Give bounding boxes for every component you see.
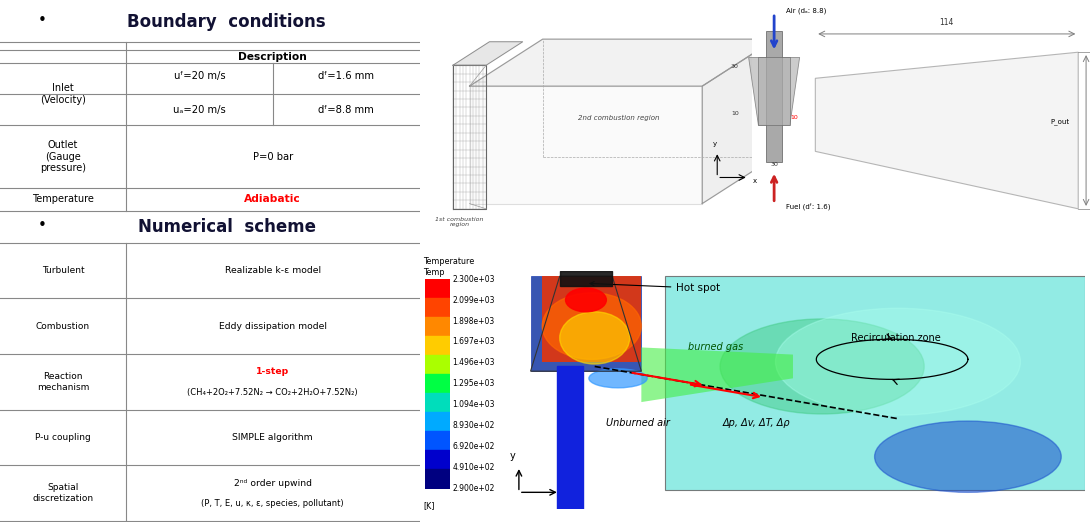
Text: Combustion: Combustion — [36, 322, 90, 331]
Text: 2.300e+03: 2.300e+03 — [452, 275, 495, 284]
Text: 30: 30 — [771, 162, 778, 167]
Text: P-u coupling: P-u coupling — [35, 433, 90, 442]
Ellipse shape — [542, 293, 641, 359]
Text: y: y — [713, 141, 717, 147]
Polygon shape — [641, 348, 794, 402]
Text: Eddy dissipation model: Eddy dissipation model — [219, 322, 327, 331]
Text: 1.094e+03: 1.094e+03 — [452, 400, 495, 409]
Text: Air (dₐ: 8.8): Air (dₐ: 8.8) — [786, 7, 826, 14]
Text: uₐ=20 m/s: uₐ=20 m/s — [173, 104, 226, 115]
Polygon shape — [531, 276, 641, 371]
Polygon shape — [665, 276, 1085, 490]
Text: Δp, Δv, ΔT, Δρ: Δp, Δv, ΔT, Δρ — [723, 418, 790, 428]
Text: 2nd combustion region: 2nd combustion region — [579, 114, 659, 121]
Text: 2.099e+03: 2.099e+03 — [452, 295, 495, 305]
Text: Spatial
discretization: Spatial discretization — [33, 483, 94, 503]
Text: y: y — [510, 452, 516, 461]
Text: 1.295e+03: 1.295e+03 — [452, 379, 495, 388]
Text: Temperature: Temperature — [32, 194, 94, 205]
Text: Recirculation zone: Recirculation zone — [851, 333, 941, 343]
Text: 2ⁿᵈ order upwind: 2ⁿᵈ order upwind — [233, 479, 312, 488]
Ellipse shape — [566, 288, 606, 312]
Text: 30: 30 — [731, 64, 739, 69]
Text: 4.910e+02: 4.910e+02 — [452, 462, 495, 472]
Polygon shape — [542, 276, 641, 362]
Ellipse shape — [775, 309, 1020, 415]
Polygon shape — [749, 57, 800, 125]
Text: Description: Description — [239, 52, 307, 62]
Polygon shape — [702, 39, 775, 204]
Text: 1.697e+03: 1.697e+03 — [452, 337, 495, 347]
Text: 8.930e+02: 8.930e+02 — [452, 421, 495, 430]
Text: P=0 bar: P=0 bar — [253, 151, 293, 162]
Text: 10: 10 — [731, 111, 739, 116]
Text: (CH₄+2O₂+7.52N₂ → CO₂+2H₂O+7.52N₂): (CH₄+2O₂+7.52N₂ → CO₂+2H₂O+7.52N₂) — [187, 388, 359, 397]
Text: Boundary  conditions: Boundary conditions — [128, 13, 326, 31]
Text: 1st combustion
region: 1st combustion region — [435, 217, 484, 228]
Text: uᶠ=20 m/s: uᶠ=20 m/s — [173, 70, 226, 81]
Text: Adiabatic: Adiabatic — [244, 194, 301, 205]
Polygon shape — [815, 52, 1078, 209]
Ellipse shape — [560, 312, 630, 364]
Polygon shape — [470, 39, 775, 86]
Ellipse shape — [589, 369, 647, 388]
Text: burned gas: burned gas — [688, 342, 743, 352]
Text: (P, T, E, u, κ, ε, species, pollutant): (P, T, E, u, κ, ε, species, pollutant) — [202, 499, 344, 508]
Text: x: x — [752, 177, 756, 184]
Text: dᶠ=1.6 mm: dᶠ=1.6 mm — [318, 70, 374, 81]
Text: 1-step: 1-step — [256, 367, 290, 376]
Text: 114: 114 — [940, 18, 954, 27]
Text: Unburned air: Unburned air — [606, 418, 670, 428]
Text: 1.898e+03: 1.898e+03 — [452, 316, 495, 326]
Text: 1.496e+03: 1.496e+03 — [452, 358, 495, 367]
Ellipse shape — [874, 421, 1062, 492]
Bar — [766, 31, 782, 162]
Text: Outlet
(Gauge
pressure): Outlet (Gauge pressure) — [40, 140, 86, 173]
Text: Temperature
Temp: Temperature Temp — [423, 257, 474, 277]
Text: Hot spot: Hot spot — [590, 281, 720, 293]
Bar — [560, 271, 613, 286]
Text: Numerical  scheme: Numerical scheme — [137, 218, 316, 235]
Text: SIMPLE algorithm: SIMPLE algorithm — [232, 433, 313, 442]
Ellipse shape — [720, 319, 924, 414]
Text: 6.920e+02: 6.920e+02 — [452, 442, 495, 451]
Text: P_out: P_out — [1051, 118, 1070, 125]
Text: •: • — [37, 218, 47, 233]
Polygon shape — [453, 42, 523, 65]
Bar — [557, 366, 583, 509]
Bar — [759, 57, 790, 125]
Text: •: • — [37, 13, 47, 28]
Text: Realizable k-ε model: Realizable k-ε model — [225, 266, 320, 275]
Text: 10: 10 — [790, 115, 798, 120]
Text: Turbulent: Turbulent — [41, 266, 84, 275]
Bar — [470, 86, 702, 204]
Text: Inlet
(Velocity): Inlet (Velocity) — [40, 83, 86, 105]
Text: 2.900e+02: 2.900e+02 — [452, 483, 495, 493]
Text: x: x — [566, 497, 571, 507]
Text: Fuel (dᶠ: 1.6): Fuel (dᶠ: 1.6) — [786, 203, 831, 210]
Text: dᶠ=8.8 mm: dᶠ=8.8 mm — [318, 104, 374, 115]
Text: [K]: [K] — [423, 501, 435, 510]
Text: Reaction
mechanism: Reaction mechanism — [37, 372, 89, 392]
